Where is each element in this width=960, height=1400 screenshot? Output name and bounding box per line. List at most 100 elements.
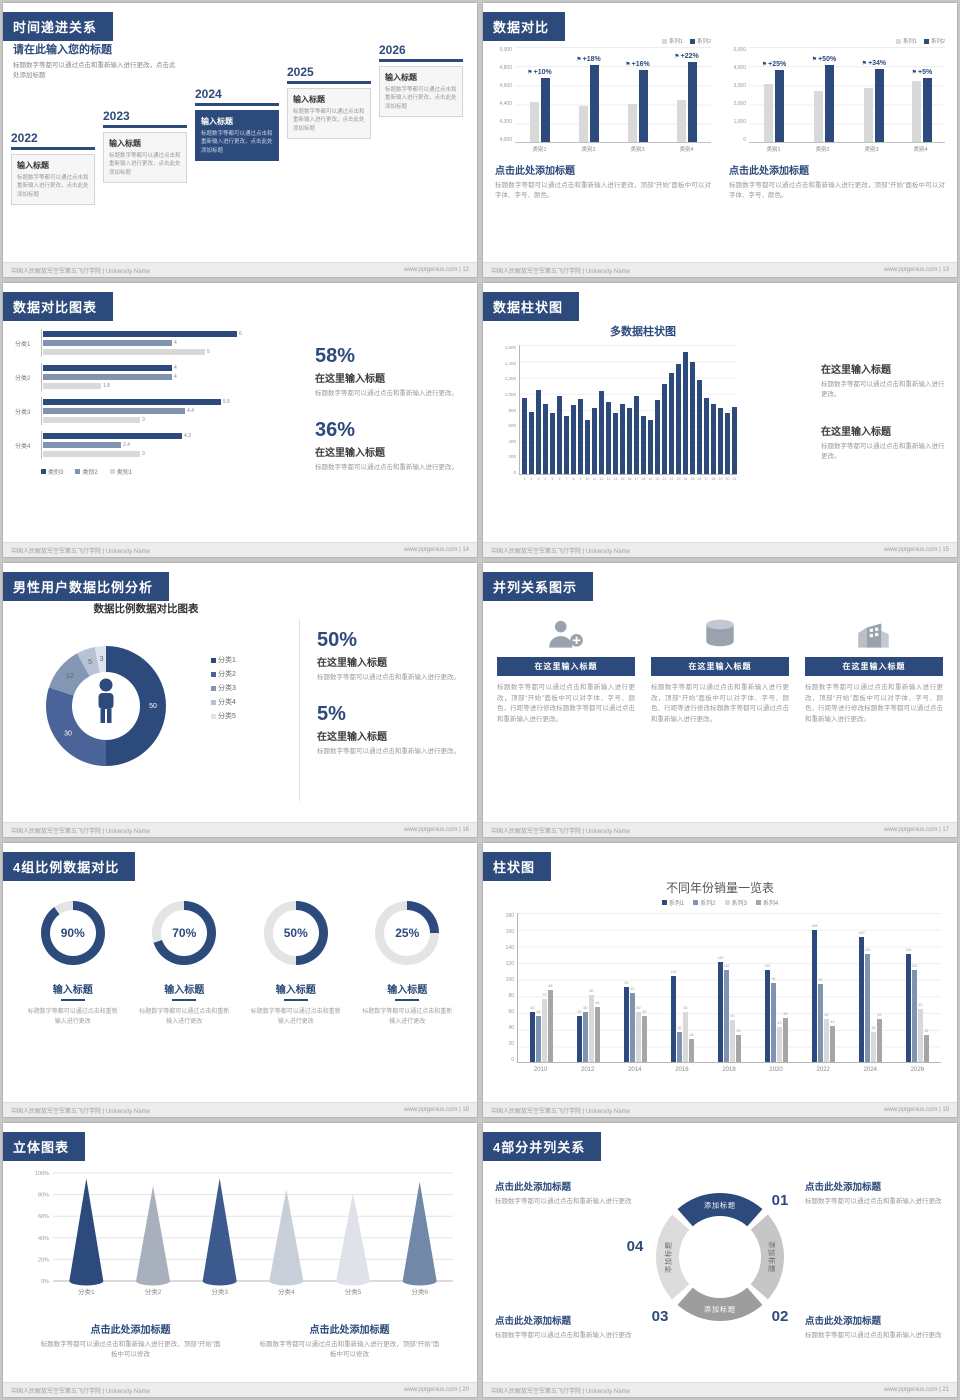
part-number: 01 [772, 1192, 789, 1209]
bar [704, 398, 709, 474]
bar-group: 150 130 36 52 [859, 931, 882, 1062]
timeline-item[interactable]: 2022 输入标题 标题数字等都可以通过点击和重新输入进行更改，点击此处添加标题 [11, 131, 95, 205]
legend-item: 分类3 [211, 683, 236, 693]
legend-swatch [689, 38, 695, 44]
bar-group: 90 83 60 55 [624, 981, 647, 1062]
footer-org: 中国人民解放军空军第五飞行学院 | University Name [491, 1108, 630, 1115]
value-label: 60 [530, 1006, 535, 1010]
value-label: 110 [764, 964, 771, 968]
bar [697, 380, 702, 474]
slide-column-chart[interactable]: 数据柱状图 多数据柱状图 1,600 1,400 1,200 1,000 800 600 4… [483, 283, 957, 557]
bar: 55 [536, 1010, 541, 1062]
timeline-item[interactable]: 2026 输入标题 标题数字等都可以通过点击和重新输入进行更改，点击此处添加标题 [379, 43, 463, 117]
legend-item: 系列1 [661, 898, 684, 907]
y-tick-label: 4,800 [499, 65, 512, 71]
ring-segment [677, 1287, 763, 1322]
male-icon [98, 678, 114, 723]
timeline-item[interactable]: 2024 输入标题 标题数字等都可以通过点击和重新输入进行更改，点击此处添加标题 [195, 87, 279, 161]
bar [43, 383, 101, 389]
bar [922, 78, 932, 142]
y-tick-label: 0 [511, 1057, 514, 1063]
bar [874, 69, 884, 142]
gauge-percent: 50% [283, 926, 308, 940]
legend-item: 类别1 [109, 467, 132, 476]
value-label: 80 [589, 989, 594, 993]
value-label: 95 [771, 977, 776, 981]
footer-org: 中国人民解放军空军第五飞行学院 | University Name [11, 828, 150, 835]
parallel-column: 在这里输入标题 标题数字等都可以通过点击和重新输入进行更改，顶部“开始”面板中可以… [497, 611, 635, 726]
slide-cone-chart[interactable]: 立体图表 100% 80% 60% 40% 20% 0% 分类1 分类2 分类3 分类4 分类5 分类… [3, 1123, 477, 1397]
stat-percent: 5% [317, 703, 346, 726]
timeline-card: 输入标题 标题数字等都可以通过点击和重新输入进行更改，点击此处添加标题 [379, 66, 463, 117]
footer-org: 中国人民解放军空军第五飞行学院 | University Name [11, 548, 150, 555]
heading-underline [283, 999, 308, 1001]
bar [589, 65, 599, 142]
value-label: 66 [595, 1001, 600, 1005]
x-label: 2010 [533, 1067, 548, 1073]
column-body: 标题数字等都可以通过点击和重新输入进行更改，顶部“开始”面板中可以对字体、字号、… [805, 684, 943, 724]
slide-gauges[interactable]: 4组比例数据对比 90% 输入标题 标题数字等都可以通过点击和重新输入进行更改 70%… [3, 843, 477, 1117]
donut-chart: 50 30 12 5 3 [46, 646, 166, 766]
flag-icon: ⚑ [576, 57, 582, 63]
ring-segment [750, 1214, 785, 1300]
bar: 103 [671, 970, 676, 1062]
bar [725, 413, 730, 474]
percent-flag: ⚑+34% [861, 60, 887, 67]
bar [529, 102, 539, 142]
timeline-item[interactable]: 2025 输入标题 标题数字等都可以通过点击和重新输入进行更改，点击此处添加标题 [287, 65, 371, 139]
footer-org: 中国人民解放军空军第五飞行学院 | University Name [491, 828, 630, 835]
x-label: 1 [523, 477, 526, 481]
donut-value-label: 30 [64, 731, 72, 738]
stat-block: 5% 在这里输入标题 标题数字等都可以通过点击和重新输入进行更改。 [317, 703, 465, 757]
legend-item: 分类4 [211, 697, 236, 707]
donut-gauge: 50% [263, 901, 328, 965]
legend-swatch [109, 469, 115, 474]
bar [43, 408, 185, 414]
bar: 55 [577, 1010, 582, 1062]
stat-heading: 在这里输入标题 [315, 448, 385, 460]
bar: 158 [812, 924, 817, 1062]
slide-grouped-bars[interactable]: 柱状图 不同年份销量一览表 系列1 系列2 系列3 系列4 180 160 140 120 1… [483, 843, 957, 1117]
stat-percent: 58% [315, 345, 356, 367]
bar [613, 413, 618, 474]
gauge-column: 25% 输入标题 标题数字等都可以通过点击和重新输入进行更改 [352, 901, 464, 1028]
slide-footer: 中国人民解放军空军第五飞行学院 | University Name www.pp… [3, 822, 477, 837]
timeline-card-title: 输入标题 [385, 73, 417, 82]
ring-segment-label: 添加标题 [704, 1305, 736, 1314]
legend-item: 分类5 [211, 711, 236, 721]
legend-label: 分类4 [218, 699, 236, 706]
legend-swatch [75, 469, 81, 474]
slide-data-comparison[interactable]: 数据对比 系列1 系列2 5,000 4,800 4,600 4,400 4,200 4,00… [483, 3, 957, 277]
x-label: 类别2 [581, 147, 596, 153]
stat-block: 36% 在这里输入标题 标题数字等都可以通过点击和重新输入进行更改。 [315, 419, 465, 473]
parallel-column: 在这里输入标题 标题数字等都可以通过点击和重新输入进行更改，顶部“开始”面板中可以… [651, 611, 789, 726]
block-body: 标题数字等都可以通过点击和重新输入进行更改，顶部“开始”面板中可以修改 [40, 1341, 221, 1359]
bar-group: 分类3 5.5 4.4 3 [15, 397, 287, 425]
legend-swatch [211, 685, 216, 691]
slide-donut-analysis[interactable]: 男性用户数据比例分析 数据比例数据对比图表 50 30 12 5 3 分类1 分类2 分类3… [3, 563, 477, 837]
timeline-item[interactable]: 2023 输入标题 标题数字等都可以通过点击和重新输入进行更改，点击此处添加标题 [103, 109, 187, 183]
stat-body: 标题数字等都可以通过点击和重新输入进行更改。 [315, 390, 458, 397]
text-block: 点击此处添加标题 标题数字等都可以通过点击和重新输入进行更改，顶部“开始”面板中可… [39, 1321, 222, 1360]
legend-label: 分类5 [218, 713, 236, 720]
value-label: 55 [642, 1010, 647, 1014]
footer-org: 中国人民解放军空军第五飞行学院 | University Name [11, 1108, 150, 1115]
slide-hbar-chart[interactable]: 数据对比图表 分类1 6 4 5 分类2 4 4 1.8 分类3 5.5 4.4 3 分类4 4.3 2.4… [3, 283, 477, 557]
legend-swatch [895, 38, 901, 44]
slide-timeline[interactable]: 时间递进关系 请在此输入您的标题 标题数字等都可以通过点击和重新输入进行更改，点… [3, 3, 477, 277]
y-tick-label: 600 [508, 423, 516, 429]
bar [718, 408, 723, 474]
gauge-column: 90% 输入标题 标题数字等都可以通过点击和重新输入进行更改 [17, 901, 129, 1028]
bar: 110 [724, 964, 729, 1062]
legend-swatch [661, 38, 667, 44]
part-number: 04 [627, 1238, 644, 1255]
donut-segment [77, 647, 100, 677]
heading-underline [395, 999, 420, 1001]
x-label: 17 [634, 477, 639, 481]
x-label: 4 [544, 477, 547, 481]
slide-four-part-ring[interactable]: 4部分并列关系 添加标题 添加标题 添加标题 添加标题 01 02 03 04 点击此处添加标… [483, 1123, 957, 1397]
heading-underline [172, 999, 197, 1001]
value-label: 32 [924, 1029, 929, 1033]
slide-parallel-icons[interactable]: 并列关系图示 在这里输入标题 标题数字等都可以通过点击和重新输入进行更改，顶部“开… [483, 563, 957, 837]
